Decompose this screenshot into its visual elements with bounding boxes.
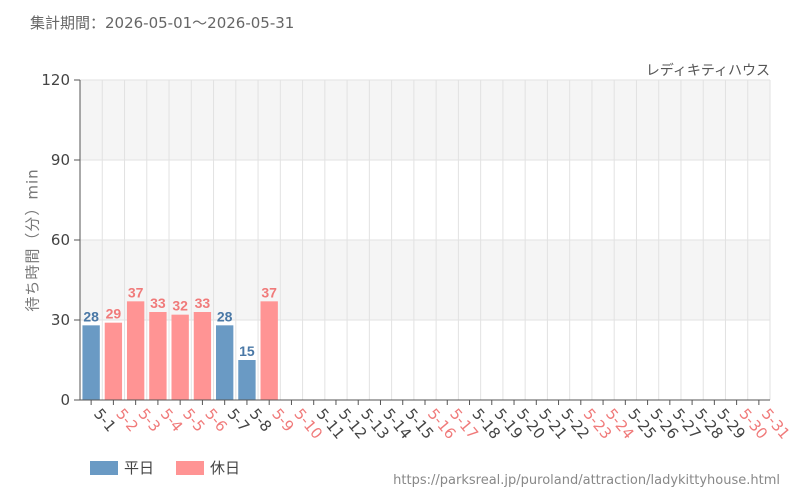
source-url[interactable]: https://parksreal.jp/puroland/attraction… (393, 473, 780, 488)
x-tick-label: 5-6 (201, 405, 231, 435)
bar (260, 301, 278, 400)
bar (215, 325, 234, 400)
x-tick-label: 5-4 (157, 405, 187, 435)
y-tick-labels: 0 30 60 90 120 (41, 71, 70, 409)
bar (149, 312, 167, 400)
legend: 平日 休日 (90, 457, 240, 478)
bar-value-label: 15 (239, 343, 255, 359)
plot-band (80, 80, 770, 160)
bar (193, 312, 212, 400)
y-tick-label: 90 (51, 151, 70, 169)
x-tick-label: 5-5 (179, 405, 209, 435)
y-tick-label: 60 (51, 231, 70, 249)
period-label: 集計期間：2026-05-01～2026-05-31 (30, 14, 295, 32)
y-tick-label: 0 (60, 391, 70, 409)
bar-value-label: 29 (106, 306, 122, 322)
x-tick-label: 5-3 (135, 405, 165, 435)
bar-value-label: 32 (172, 298, 188, 314)
bar-value-label: 33 (195, 295, 211, 311)
plot-band (80, 240, 770, 320)
legend-item-weekday[interactable]: 平日 (90, 457, 154, 478)
plot-band (80, 160, 770, 240)
legend-label-weekday: 平日 (124, 459, 155, 477)
bar-labels: 28 29 37 33 32 33 28 15 37 (83, 284, 277, 359)
bar (82, 325, 100, 400)
vertical-gridlines (79, 80, 771, 400)
x-tick-label: 5-7 (224, 405, 254, 435)
bar-value-label: 37 (261, 284, 277, 300)
bar (238, 360, 256, 400)
plot-background (80, 80, 770, 400)
x-tick-label: 5-2 (112, 405, 142, 435)
bar (104, 322, 123, 400)
y-tick-label: 120 (41, 71, 70, 89)
bar-value-label: 37 (128, 284, 144, 300)
y-axis-label: 待ち時間（分）min (23, 168, 42, 312)
bar-value-label: 28 (83, 308, 99, 324)
bars (82, 301, 278, 400)
legend-item-holiday[interactable]: 休日 (176, 457, 240, 478)
legend-label-holiday: 休日 (210, 459, 241, 477)
x-tick-labels: 5-15-25-35-45-55-65-75-85-95-105-115-125… (90, 400, 793, 443)
bar-value-label: 28 (217, 308, 233, 324)
bar (171, 314, 189, 400)
chart-title: レディキティハウス (645, 63, 770, 79)
y-tick-label: 30 (51, 311, 70, 329)
x-tick-label: 5-9 (268, 405, 298, 435)
x-tick-label: 5-8 (246, 405, 276, 435)
x-tick-label: 5-1 (90, 405, 120, 435)
legend-swatch-weekday (90, 460, 118, 475)
legend-swatch-holiday (176, 460, 205, 475)
bar (126, 301, 145, 400)
bar-value-label: 33 (150, 295, 166, 311)
